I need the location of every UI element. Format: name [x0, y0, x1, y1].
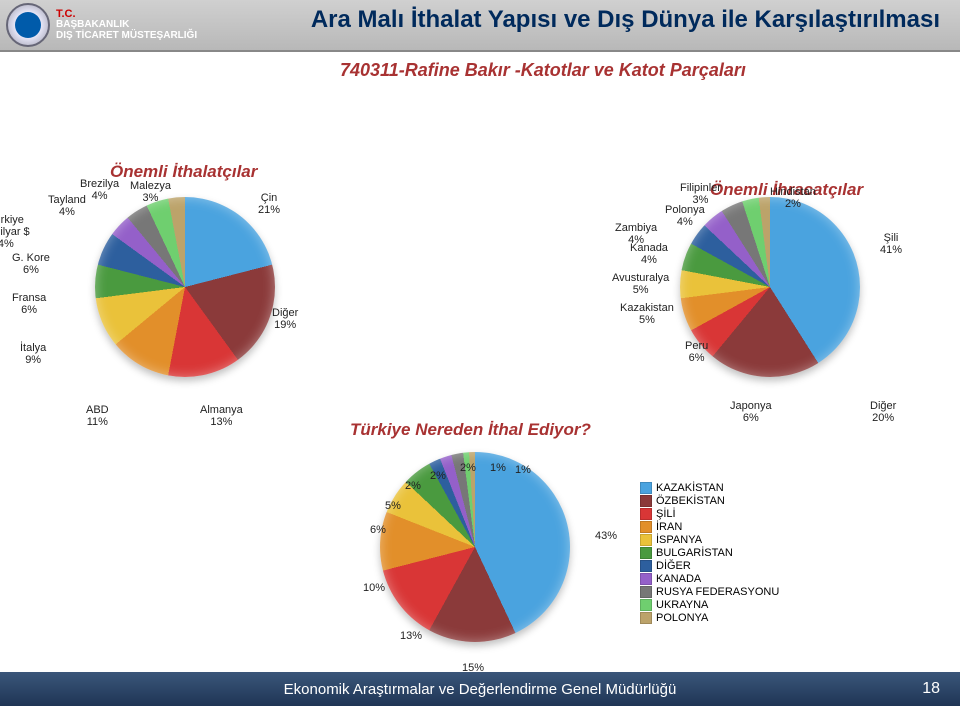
logo-line2: DIŞ TİCARET MÜSTEŞARLIĞI: [56, 31, 197, 42]
logo-text: T.C. BAŞBAKANLIK DIŞ TİCARET MÜSTEŞARLIĞ…: [56, 9, 197, 42]
importers-pie: [95, 197, 275, 377]
importers-label-diger: Diğer19%: [272, 307, 298, 331]
turkey-pct-label-3: 10%: [363, 582, 385, 594]
turkey-pct-label-6: 2%: [405, 480, 421, 492]
legend-swatch-icon: [640, 521, 652, 533]
legend-swatch-icon: [640, 482, 652, 494]
legend-item-polonya: POLONYA: [640, 612, 779, 624]
importers-label-gkore: G. Kore6%: [12, 252, 50, 276]
exporters-label-hindistan: Hindistan2%: [770, 186, 816, 210]
importers-label-abd: ABD11%: [86, 404, 109, 428]
legend-swatch-icon: [640, 560, 652, 572]
legend-label: KANADA: [656, 573, 701, 585]
page-number: 18: [922, 680, 940, 698]
footer-bar: Ekonomik Araştırmalar ve Değerlendirme G…: [0, 672, 960, 706]
legend-label: ŞİLİ: [656, 508, 676, 520]
legend-swatch-icon: [640, 495, 652, 507]
legend-label: POLONYA: [656, 612, 708, 624]
turkey-pct-label-10: 1%: [515, 464, 531, 476]
importers-label-almanya: Almanya13%: [200, 404, 243, 428]
legend-swatch-icon: [640, 534, 652, 546]
legend-item-sili: ŞİLİ: [640, 508, 779, 520]
legend-item-diger: DİĞER: [640, 560, 779, 572]
logo-emblem-icon: [6, 3, 50, 47]
page-subtitle: 740311-Rafine Bakır -Katotlar ve Katot P…: [340, 60, 746, 81]
turkey-pct-label-4: 6%: [370, 524, 386, 536]
legend-label: RUSYA FEDERASYONU: [656, 586, 779, 598]
turkey-pct-label-5: 5%: [385, 500, 401, 512]
exporters-label-kazakistan: Kazakistan5%: [620, 302, 674, 326]
legend-item-iran: İRAN: [640, 521, 779, 533]
exporters-label-avustralya: Avusturalya5%: [612, 272, 669, 296]
legend-label: DİĞER: [656, 560, 691, 572]
exporters-label-sili: Şili41%: [880, 232, 902, 256]
turkey-pct-label-8: 2%: [460, 462, 476, 474]
legend-label: İSPANYA: [656, 534, 702, 546]
legend-swatch-icon: [640, 599, 652, 611]
legend-label: KAZAKİSTAN: [656, 482, 724, 494]
legend-swatch-icon: [640, 573, 652, 585]
header-bar: T.C. BAŞBAKANLIK DIŞ TİCARET MÜSTEŞARLIĞ…: [0, 0, 960, 52]
exporters-label-filipinler: Filipinler3%: [680, 182, 721, 206]
legend-swatch-icon: [640, 586, 652, 598]
exporters-label-peru: Peru6%: [685, 340, 708, 364]
turkey-pct-label-0: 43%: [595, 530, 617, 542]
legend-label: ÖZBEKİSTAN: [656, 495, 725, 507]
footer-text: Ekonomik Araştırmalar ve Değerlendirme G…: [284, 681, 677, 698]
turkey-pct-label-7: 2%: [430, 470, 446, 482]
importers-label-turkiye: Türkiye2 milyar $4%: [0, 214, 30, 250]
legend-label: İRAN: [656, 521, 682, 533]
turkey-pct-label-9: 1%: [490, 462, 506, 474]
importers-label-brezilya: Brezilya4%: [80, 178, 119, 202]
legend-item-rusya: RUSYA FEDERASYONU: [640, 586, 779, 598]
legend-label: UKRAYNA: [656, 599, 708, 611]
exporters-label-zambiya: Zambiya4%: [615, 222, 657, 246]
importers-label-malezya: Malezya3%: [130, 180, 171, 204]
turkey-pct-label-2: 13%: [400, 630, 422, 642]
legend-item-bulgaristan: BULGARİSTAN: [640, 547, 779, 559]
exporters-label-diger: Diğer20%: [870, 400, 896, 424]
importers-label-cin: Çin21%: [258, 192, 280, 216]
legend-item-ispanya: İSPANYA: [640, 534, 779, 546]
exporters-label-japonya: Japonya6%: [730, 400, 772, 424]
legend-swatch-icon: [640, 508, 652, 520]
legend-swatch-icon: [640, 547, 652, 559]
importers-title: Önemli İthalatçılar: [110, 162, 257, 182]
legend-item-ozbekistan: ÖZBEKİSTAN: [640, 495, 779, 507]
legend-swatch-icon: [640, 612, 652, 624]
legend-item-kazakistan: KAZAKİSTAN: [640, 482, 779, 494]
exporters-label-polonya: Polonya4%: [665, 204, 705, 228]
logo: T.C. BAŞBAKANLIK DIŞ TİCARET MÜSTEŞARLIĞ…: [6, 2, 216, 48]
legend-item-kanada: KANADA: [640, 573, 779, 585]
turkey-sources-legend: KAZAKİSTANÖZBEKİSTANŞİLİİRANİSPANYABULGA…: [640, 482, 779, 625]
chart-area: Önemli İthalatçılar Çin21% Diğer19% Almany…: [0, 82, 960, 672]
importers-label-fransa: Fransa6%: [12, 292, 46, 316]
legend-label: BULGARİSTAN: [656, 547, 733, 559]
turkey-sources-title: Türkiye Nereden İthal Ediyor?: [350, 420, 591, 440]
page-title: Ara Malı İthalat Yapısı ve Dış Dünya ile…: [311, 6, 940, 34]
legend-item-ukrayna: UKRAYNA: [640, 599, 779, 611]
importers-label-italya: İtalya9%: [20, 342, 46, 366]
